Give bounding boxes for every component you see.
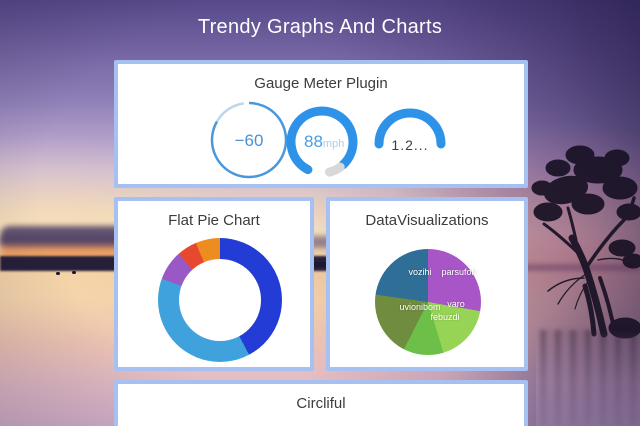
dataviz-title: DataVisualizations	[365, 212, 489, 229]
water-dot	[56, 272, 60, 275]
panel-dataviz: DataVisualizations parsufob varo febuzdi…	[326, 197, 528, 371]
circliful-title: Circliful	[296, 395, 346, 412]
distant-island	[312, 262, 327, 267]
gauge-value-label: −60	[235, 131, 264, 150]
panel-flat-pie: Flat Pie Chart	[114, 197, 314, 371]
flat-pie-title: Flat Pie Chart	[168, 212, 260, 229]
gauge-value-label: 1.2...	[391, 137, 428, 153]
tree-reflection	[540, 330, 640, 426]
gauge-thin-ring: −60	[210, 101, 288, 179]
gauge-value-label: 88mph	[304, 132, 344, 151]
panel-gauge-meter: Gauge Meter Plugin −60 88mph 1.2...	[114, 60, 528, 188]
pie-label-parsufob: parsufob	[441, 267, 477, 277]
pie-chart: parsufob varo febuzdi uvionibom vozihi	[375, 249, 481, 355]
gauge-panel-title: Gauge Meter Plugin	[254, 75, 388, 92]
donut-chart	[158, 238, 282, 362]
page-title: Trendy Graphs And Charts	[197, 16, 443, 38]
panel-circliful: Circliful	[114, 380, 528, 426]
pie-label-uvionibom: uvionibom	[399, 302, 441, 312]
gauge-speed-ring: 88mph	[286, 106, 358, 177]
pie-label-febuzdi: febuzdi	[430, 312, 460, 322]
pie-label-varo: varo	[447, 299, 465, 309]
far-shore-line	[515, 264, 640, 271]
gauge-half-ring: 1.2...	[374, 108, 446, 153]
water-dot	[72, 271, 76, 274]
donut-hole	[179, 259, 261, 341]
pie-label-vozihi: vozihi	[408, 267, 432, 277]
tree-silhouette	[531, 145, 640, 339]
reflection-fade	[536, 330, 640, 426]
